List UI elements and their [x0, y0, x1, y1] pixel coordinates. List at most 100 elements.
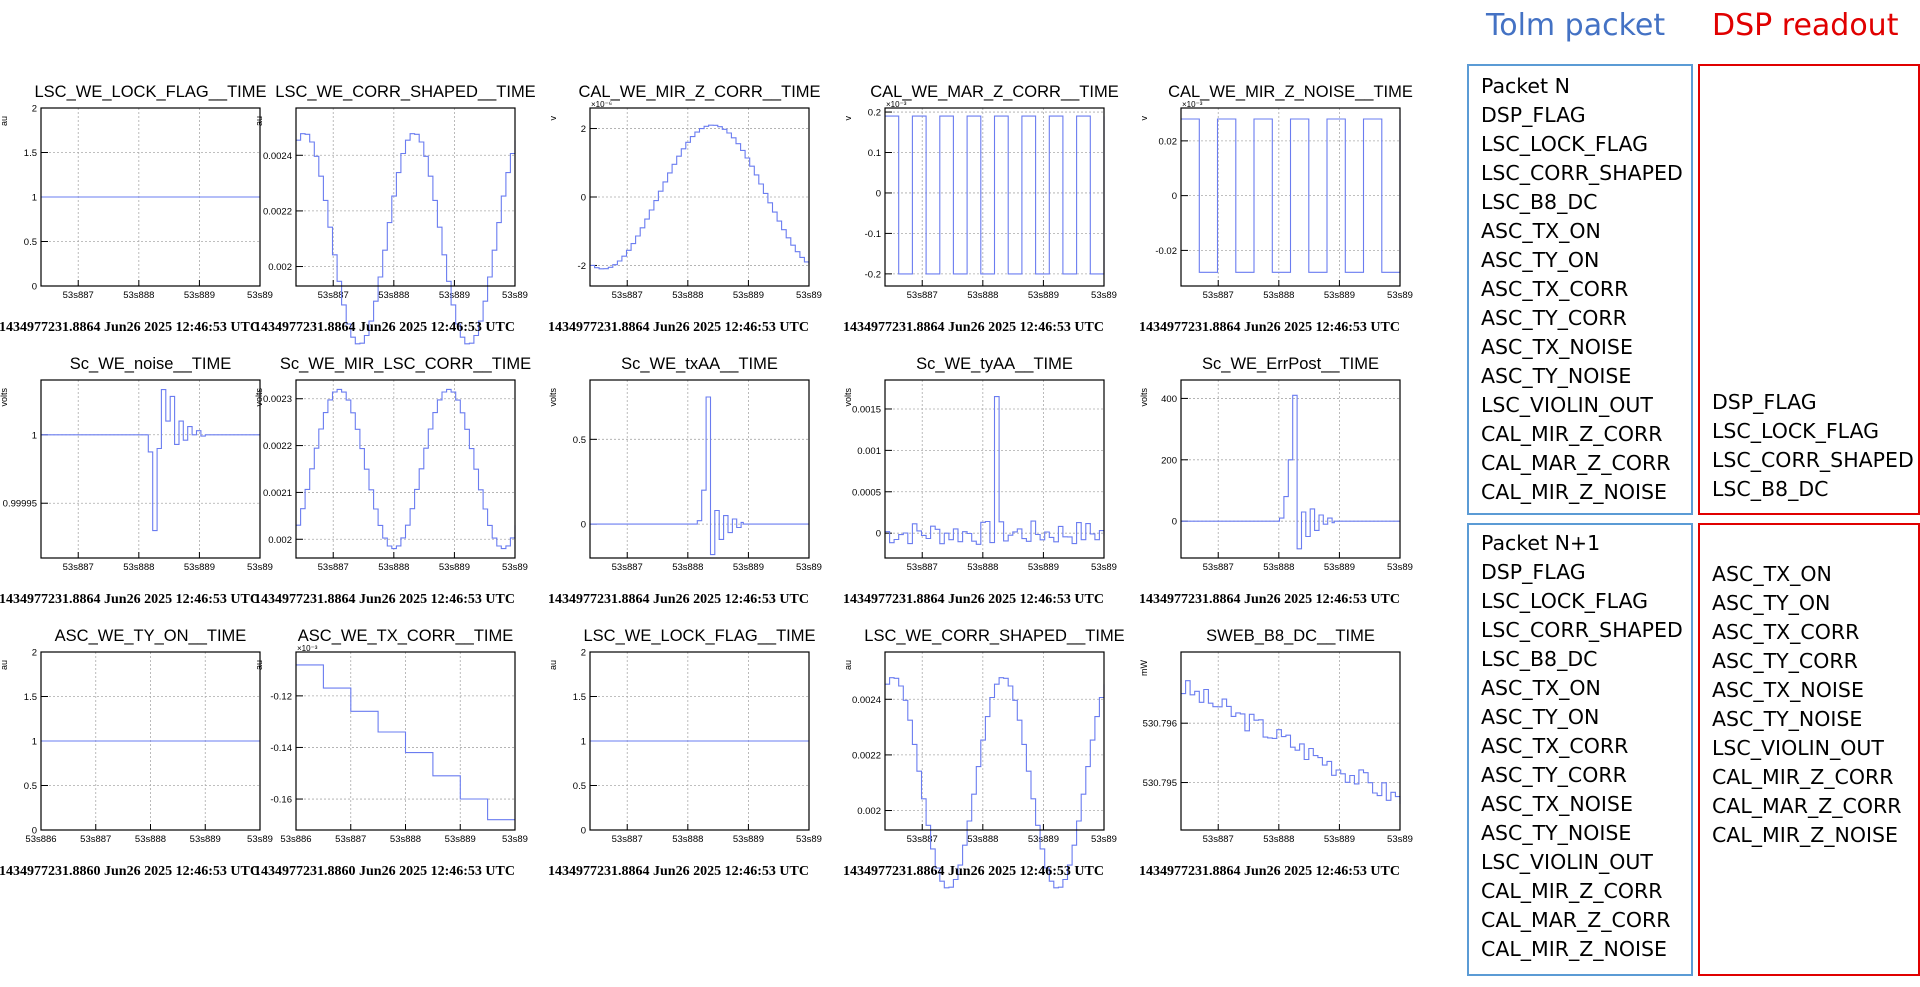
y-tick-label: 1.5 [573, 692, 586, 703]
x-tick-label: 53s887 [318, 290, 349, 301]
signal-label: LSC_VIOLIN_OUT [1481, 393, 1653, 417]
y-exponent: ×10⁻⁶ [591, 100, 612, 109]
y-tick-label: 2 [32, 648, 37, 659]
x-tick-label: 53s89 [1387, 834, 1413, 845]
x-tick-label: 53s889 [1324, 562, 1355, 573]
plot-frame [295, 107, 516, 287]
x-tick-label: 53s889 [733, 290, 764, 301]
data-trace [1181, 394, 1400, 550]
x-tick-label: 53s89 [247, 834, 273, 845]
y-axis-label: volts [254, 388, 264, 407]
x-tick-label: 53s888 [1263, 562, 1294, 573]
x-tick-label: 53s888 [967, 562, 998, 573]
signal-label: CAL_MIR_Z_NOISE [1481, 937, 1668, 961]
plot-title: LSC_WE_LOCK_FLAG__TIME [584, 627, 816, 645]
signal-label: LSC_LOCK_FLAG [1481, 132, 1649, 156]
y-tick-label: 0.002 [857, 806, 881, 817]
plot-caption: 1434977231.8864 Jun26 2025 12:46:53 UTC [843, 320, 1104, 335]
y-tick-label: 0.0022 [852, 750, 881, 761]
x-tick-label: 53s89 [502, 562, 528, 573]
plot-title: CAL_WE_MIR_Z_CORR__TIME [578, 83, 820, 101]
signal-label: LSC_VIOLIN_OUT [1481, 850, 1653, 874]
y-exponent: ×10⁻³ [297, 644, 318, 653]
signal-label: ASC_TX_NOISE [1481, 792, 1633, 816]
plot-frame [1180, 651, 1401, 831]
plot-caption: 1434977231.8864 Jun26 2025 12:46:53 UTC [1139, 864, 1400, 879]
y-axis-label: au [0, 116, 9, 126]
data-trace [885, 115, 1105, 275]
x-tick-label: 53s89 [796, 562, 822, 573]
plot-frame [589, 379, 810, 559]
y-tick-label: 0.0022 [263, 206, 292, 217]
plot-caption: 1434977231.8864 Jun26 2025 12:46:53 UTC [0, 320, 260, 335]
y-tick-label: 0 [581, 826, 586, 837]
y-axis-label: au [843, 660, 853, 670]
y-tick-label: -0.14 [270, 743, 292, 754]
signal-label: LSC_B8_DC [1481, 647, 1598, 671]
x-tick-label: 53s888 [378, 290, 409, 301]
x-tick-label: 53s89 [247, 290, 273, 301]
plot-title: Sc_WE_noise__TIME [70, 355, 231, 373]
y-tick-label: 2 [581, 648, 586, 659]
signal-label: ASC_TY_CORR [1481, 763, 1627, 787]
x-tick-label: 53s89 [796, 290, 822, 301]
y-tick-label: -0.2 [865, 269, 881, 280]
signal-label: ASC_TX_ON [1481, 219, 1601, 243]
y-tick-label: -0.12 [270, 691, 292, 702]
signal-label: ASC_TX_NOISE [1481, 335, 1633, 359]
x-tick-label: 53s89 [1091, 290, 1117, 301]
y-axis-label: au [254, 116, 264, 126]
signal-label: CAL_MIR_Z_CORR [1481, 422, 1663, 446]
x-tick-label: 53s89 [247, 562, 273, 573]
signal-label: DSP_FLAG [1481, 560, 1586, 584]
plot-frame [884, 651, 1105, 831]
plot-title: Sc_WE_MIR_LSC_CORR__TIME [280, 355, 531, 373]
x-tick-label: 53s889 [1028, 290, 1059, 301]
plot-title: LSC_WE_CORR_SHAPED__TIME [864, 627, 1124, 645]
y-tick-label: 1.5 [24, 692, 37, 703]
signal-label: CAL_MIR_Z_NOISE [1712, 823, 1899, 847]
y-tick-label: 1.5 [24, 148, 37, 159]
plot-title: CAL_WE_MIR_Z_NOISE__TIME [1168, 83, 1413, 101]
y-tick-label: 0.0024 [263, 151, 292, 162]
x-tick-label: 53s889 [439, 562, 470, 573]
y-axis-label: au [254, 660, 264, 670]
data-trace [1181, 118, 1401, 273]
plot-caption: 1434977231.8860 Jun26 2025 12:46:53 UTC [0, 864, 260, 879]
y-axis-label: au [0, 660, 9, 670]
x-tick-label: 53s888 [672, 834, 703, 845]
signal-label: LSC_B8_DC [1712, 477, 1829, 501]
y-tick-label: 0 [32, 826, 37, 837]
y-tick-label: 0.1 [868, 148, 881, 159]
signal-label: Packet N [1481, 74, 1570, 98]
y-axis-label: v [843, 116, 853, 121]
y-axis-label: volts [843, 388, 853, 407]
x-tick-label: 53s887 [612, 562, 643, 573]
y-tick-label: 400 [1161, 394, 1177, 405]
y-tick-label: 0.5 [24, 781, 37, 792]
x-tick-label: 53s889 [184, 290, 215, 301]
plot-frame [40, 379, 261, 559]
signal-label: LSC_LOCK_FLAG [1481, 589, 1649, 613]
data-trace [590, 396, 809, 556]
plot-frame [589, 107, 810, 287]
y-axis-label: volts [548, 388, 558, 407]
y-tick-label: 0.5 [573, 435, 586, 446]
y-tick-label: 0 [581, 520, 586, 531]
y-tick-label: -2 [578, 261, 586, 272]
y-tick-label: 0.0015 [852, 404, 881, 415]
x-tick-label: 53s889 [439, 290, 470, 301]
y-tick-label: 0 [1172, 191, 1177, 202]
x-tick-label: 53s887 [612, 290, 643, 301]
y-axis-label: mW [1139, 660, 1149, 676]
signal-label: DSP_FLAG [1481, 103, 1586, 127]
y-exponent: ×10⁻³ [1182, 100, 1203, 109]
